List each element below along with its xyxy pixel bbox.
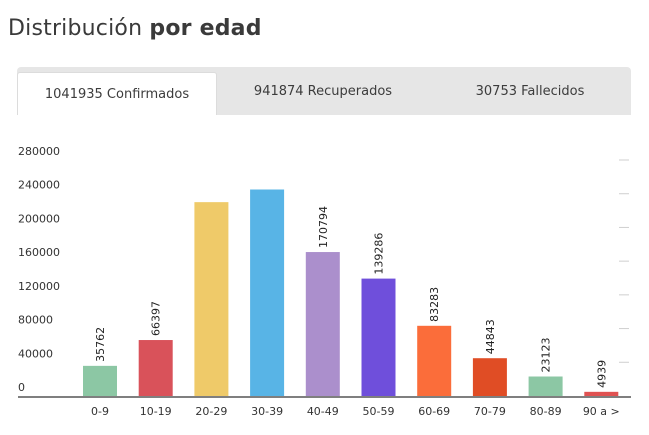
bar-value-label: 139286 (373, 233, 386, 275)
tab-confirmados[interactable]: 1041935 Confirmados (17, 72, 217, 115)
tab-bar: 1041935 Confirmados 941874 Recuperados 3… (17, 67, 631, 115)
bar-0-9 (83, 365, 117, 396)
x-tick-label: 20-29 (195, 405, 227, 418)
y-tick-label: 200000 (18, 212, 60, 225)
bar-value-label: 66397 (150, 301, 163, 336)
bar-value-label: 35762 (94, 327, 107, 362)
bar-value-label: 23123 (540, 338, 553, 373)
bar-30-39 (250, 189, 285, 396)
y-tick-label: 280000 (18, 145, 60, 158)
x-tick-label: 90 a > (583, 405, 620, 418)
bar-90-a (584, 391, 619, 396)
x-tick-label: 0-9 (91, 405, 109, 418)
tab-recuperados[interactable]: 941874 Recuperados (253, 83, 393, 99)
y-tick-label: 120000 (18, 280, 60, 293)
y-tick-label: 80000 (18, 314, 53, 327)
bar-40-49 (305, 252, 340, 396)
bar-value-label: 83283 (428, 287, 441, 322)
title-bold: por edad (149, 16, 262, 41)
bar-value-label: 44843 (484, 319, 497, 354)
tab-fallecidos[interactable]: 30753 Fallecidos (475, 83, 585, 99)
y-tick-label: 40000 (18, 347, 53, 360)
x-tick-label: 30-39 (251, 405, 283, 418)
bar-80-89 (528, 376, 563, 396)
bar-50-59 (361, 278, 396, 396)
age-distribution-chart: 0 40000 80000 120000 160000 200000 240000 28000… (18, 145, 631, 418)
y-tick-label: 160000 (18, 246, 60, 259)
x-tick-label: 80-89 (530, 405, 562, 418)
y-tick-label: 0 (18, 381, 25, 394)
x-tick-label: 50-59 (363, 405, 395, 418)
page-title: Distribución por edad (8, 16, 262, 41)
y-tick-label: 240000 (18, 179, 60, 192)
bar-10-19 (138, 340, 173, 396)
bar-60-69 (417, 325, 452, 396)
x-tick-label: 40-49 (307, 405, 339, 418)
title-light: Distribución (8, 16, 143, 41)
bar-70-79 (472, 358, 507, 396)
bar-value-label: 4939 (595, 360, 608, 388)
x-tick-label: 10-19 (140, 405, 172, 418)
bar-value-label: 170794 (317, 206, 330, 248)
x-tick-label: 60-69 (418, 405, 450, 418)
bar-20-29 (194, 202, 229, 396)
x-tick-label: 70-79 (474, 405, 506, 418)
